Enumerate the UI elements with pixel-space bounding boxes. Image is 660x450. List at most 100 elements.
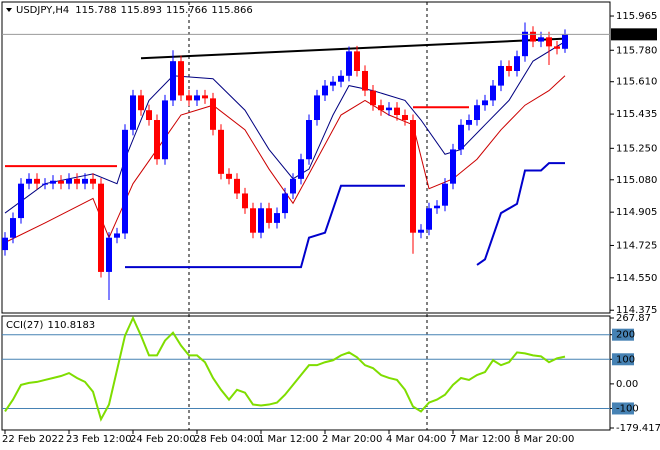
- level-label-box: [612, 328, 634, 341]
- cci-panel: [1, 315, 611, 431]
- candle-body: [370, 90, 376, 106]
- x-tick-label: 2 Mar 20:00: [322, 434, 382, 445]
- candle-body: [130, 95, 136, 130]
- title-icon: [6, 8, 12, 12]
- cci-value: 110.8183: [47, 320, 95, 331]
- y-tick-label: 267.87: [616, 313, 651, 324]
- cci-name: CCI(27): [6, 320, 44, 331]
- candle-body: [362, 70, 368, 91]
- y-tick-label: 100: [616, 354, 635, 365]
- cci-line: [4, 315, 566, 422]
- candle-body: [442, 183, 448, 206]
- candle-body: [346, 51, 352, 76]
- candle-body: [402, 115, 408, 121]
- x-tick-label: 24 Feb 20:00: [130, 434, 196, 445]
- overlay-line: [125, 162, 565, 269]
- candle-body: [146, 110, 152, 121]
- y-tick-label: -100: [616, 403, 639, 414]
- candle-body: [282, 193, 288, 214]
- candle-body: [162, 100, 168, 160]
- overlay-line: [140, 37, 566, 60]
- candle-body: [482, 100, 488, 106]
- y-tick-label: 114.725: [616, 240, 657, 251]
- candle-body: [314, 95, 320, 121]
- candle-body: [178, 61, 184, 96]
- x-tick-label: 4 Mar 04:00: [386, 434, 446, 445]
- candle-body: [418, 229, 424, 233]
- candle-body: [498, 65, 504, 86]
- candle-body: [298, 159, 304, 179]
- candle-body: [474, 105, 480, 121]
- candle-body: [50, 180, 56, 184]
- candle-body: [554, 46, 560, 49]
- candle-body: [378, 105, 384, 111]
- y-tick-label: 114.375: [616, 305, 657, 316]
- candle-body: [338, 75, 344, 82]
- candle-body: [514, 56, 520, 71]
- candle-body: [138, 95, 144, 111]
- candle-body: [466, 120, 472, 125]
- candle-body: [266, 208, 272, 223]
- candle-body: [18, 183, 24, 219]
- candle-body: [530, 31, 536, 42]
- y-tick-label: 0.00: [616, 379, 638, 390]
- price-label-box: [611, 28, 657, 41]
- x-tick-label: 7 Mar 12:00: [450, 434, 510, 445]
- candle-body: [122, 129, 128, 234]
- x-tick-label: 23 Feb 12:00: [66, 434, 132, 445]
- y-tick-label: 114.905: [616, 207, 657, 218]
- candle-body: [170, 61, 176, 101]
- candle-body: [58, 180, 64, 184]
- candle-body: [42, 183, 48, 185]
- candle-body: [210, 98, 216, 130]
- candle-body: [306, 120, 312, 160]
- level-label-box: [612, 402, 634, 415]
- x-tick-label: 22 Feb 2022: [2, 434, 64, 445]
- candle-body: [506, 65, 512, 71]
- x-tick-label: 1 Mar 12:00: [258, 434, 318, 445]
- cci-title: CCI(27) 110.8183: [6, 320, 95, 331]
- candle-body: [234, 178, 240, 194]
- y-tick-label: -179.417: [616, 423, 660, 434]
- candle-body: [202, 95, 208, 99]
- candle-body: [34, 178, 40, 184]
- candle-body: [386, 107, 392, 111]
- candle-body: [26, 178, 32, 184]
- candle-body: [490, 85, 496, 101]
- candle-body: [98, 183, 104, 272]
- symbol: USDJPY,H4: [16, 5, 69, 16]
- candle-body: [290, 178, 296, 194]
- y-tick-label: 115.080: [616, 175, 657, 186]
- open-value: 115.788: [75, 5, 116, 16]
- candle-body: [274, 213, 280, 223]
- candle-body: [10, 218, 16, 238]
- y-tick-label: 115.965: [616, 11, 657, 22]
- close-value: 115.866: [211, 5, 252, 16]
- candle-body: [522, 31, 528, 57]
- candle-body: [410, 120, 416, 233]
- chart-title: USDJPY,H4 115.788 115.893 115.766 115.866: [16, 5, 253, 16]
- candle-body: [154, 120, 160, 160]
- candle-body: [426, 208, 432, 230]
- y-tick-label: 114.550: [616, 273, 657, 284]
- y-tick-label: 115.435: [616, 109, 657, 120]
- candle-body: [2, 237, 8, 251]
- level-label-box: [612, 353, 634, 366]
- candle-body: [242, 193, 248, 209]
- candle-body: [74, 178, 80, 184]
- candle-body: [226, 173, 232, 179]
- high-value: 115.893: [121, 5, 162, 16]
- low-value: 115.766: [166, 5, 207, 16]
- candle-body: [330, 81, 336, 86]
- x-tick-label: 28 Feb 04:00: [194, 434, 260, 445]
- y-tick-label: 115.250: [616, 143, 657, 154]
- candle-body: [186, 95, 192, 101]
- y-tick-label: 115.780: [616, 45, 657, 56]
- candle-body: [66, 178, 72, 184]
- price-label: 115.866: [614, 29, 655, 40]
- candle-body: [114, 233, 120, 238]
- candle-body: [258, 208, 264, 233]
- candle-body: [82, 178, 88, 184]
- candle-body: [434, 205, 440, 209]
